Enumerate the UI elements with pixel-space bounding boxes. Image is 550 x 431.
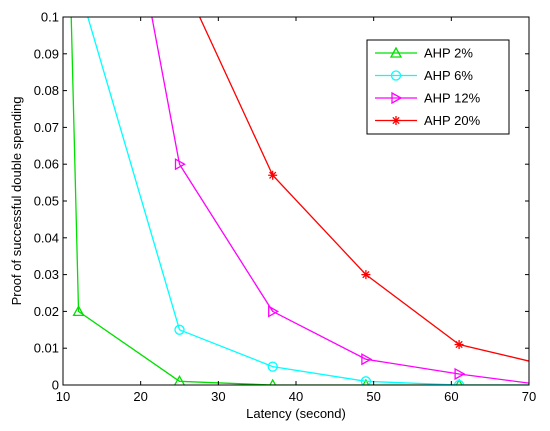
x-tick-label: 50 (366, 389, 380, 404)
x-tick-label: 40 (289, 389, 303, 404)
legend: AHP 2% AHP 6% AHP 12% AHP 20% (366, 39, 510, 135)
x-tick-label: 10 (56, 389, 70, 404)
data-point (361, 353, 373, 366)
legend-label: AHP 6% (424, 68, 473, 83)
legend-swatch-marker (389, 46, 403, 58)
data-point (454, 367, 466, 381)
y-tick-label: 0.07 (34, 120, 59, 135)
legend-entry: AHP 12% (375, 91, 481, 106)
y-tick-label: 0.08 (34, 83, 59, 98)
data-point (267, 361, 278, 372)
series-4 (198, 17, 529, 362)
data-point (72, 305, 85, 317)
data-point (174, 324, 185, 335)
series-line (70, 17, 529, 385)
data-point (173, 374, 186, 385)
legend-box (366, 39, 510, 135)
data-point (174, 158, 186, 171)
series-3 (151, 17, 529, 384)
series-2 (87, 17, 529, 385)
legend-label: AHP 20% (424, 113, 481, 128)
y-tick-label: 0.03 (34, 267, 59, 282)
y-tick-label: 0.05 (34, 194, 59, 209)
legend-label: AHP 2% (424, 46, 473, 61)
y-tick-label: 0.02 (34, 304, 59, 319)
legend-swatch-marker (391, 91, 403, 105)
legend-entry: AHP 2% (375, 46, 473, 61)
y-tick-label: 0.01 (34, 341, 59, 356)
series-line (87, 17, 529, 385)
y-tick-label: 0.1 (41, 10, 59, 25)
x-tick-label: 20 (133, 389, 147, 404)
legend-swatch-marker (390, 70, 402, 81)
y-tick-label: 0.04 (34, 230, 59, 245)
legend-swatch-marker (391, 116, 401, 125)
y-tick-label: 0.06 (34, 157, 59, 172)
legend-entry: AHP 20% (375, 113, 481, 128)
y-tick-label: 0.09 (34, 46, 59, 61)
data-point (268, 305, 280, 318)
data-point (360, 376, 372, 385)
x-tick-label: 70 (522, 389, 536, 404)
data-point (453, 379, 465, 385)
x-axis-label: Latency (second) (246, 406, 346, 421)
ticks-layer: 10 20 30 40 50 60 70 0 0.01 0.02 0.03 0.04 0.05 0.06 0… (34, 10, 537, 405)
data-point (454, 340, 464, 350)
legend-label: AHP 12% (424, 91, 481, 106)
data-point (268, 170, 278, 180)
y-axis-label: Proof of successful double spending (9, 97, 24, 306)
series-line (151, 17, 529, 384)
data-point (361, 270, 371, 280)
x-tick-label: 30 (211, 389, 225, 404)
legend-entry: AHP 6% (375, 68, 473, 83)
x-tick-label: 60 (444, 389, 458, 404)
y-tick-label: 0 (52, 378, 59, 393)
